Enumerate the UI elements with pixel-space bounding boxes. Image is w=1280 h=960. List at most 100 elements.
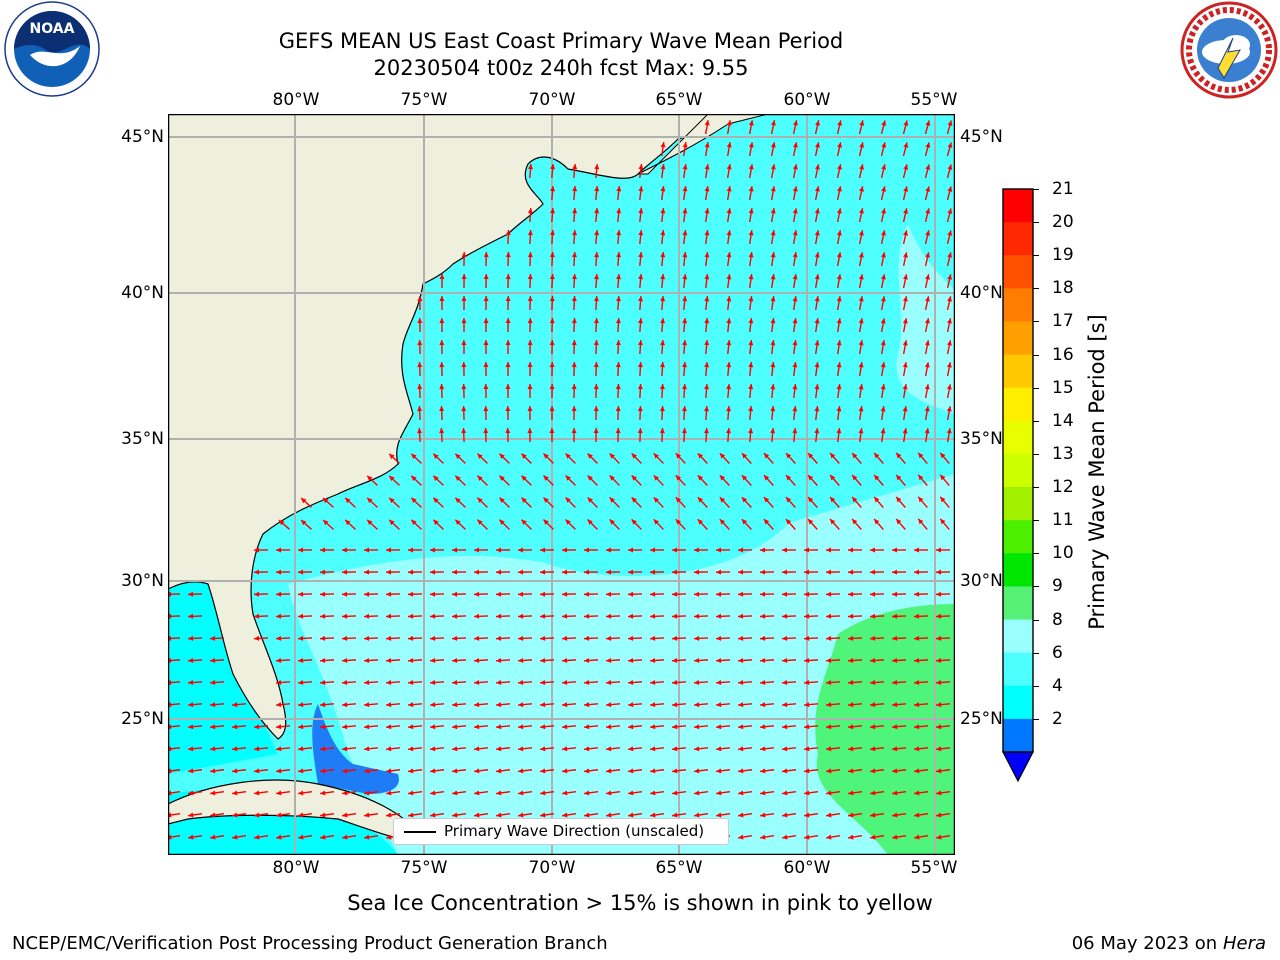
- wave-arrow-head: [694, 547, 700, 553]
- wave-arrow-head: [298, 613, 304, 619]
- wave-arrow-head: [587, 497, 593, 503]
- wave-arrow-head: [518, 591, 524, 597]
- wave-arrow-head: [653, 519, 659, 525]
- wave-arrow-head: [461, 406, 467, 412]
- wave-arrow-head: [276, 591, 282, 597]
- wave-arrow-head: [650, 724, 656, 730]
- wave-arrow-head: [298, 547, 304, 553]
- wave-arrow-head: [659, 362, 665, 368]
- wave-arrow-head: [697, 475, 704, 481]
- wave-arrow-head: [565, 497, 571, 503]
- wave-arrow-head: [606, 724, 612, 730]
- wave-arrow-head: [760, 724, 766, 730]
- colorbar-tick-mark: [1033, 652, 1039, 654]
- noaa-logo-icon: NOAA: [4, 1, 100, 97]
- wave-arrow-head: [848, 613, 854, 619]
- wave-arrow-head: [782, 680, 788, 686]
- wave-arrow-head: [858, 428, 864, 434]
- wave-arrow-head: [276, 746, 282, 752]
- wave-arrow-head: [606, 591, 612, 597]
- wave-arrow-head: [804, 812, 810, 818]
- wave-arrow-head: [474, 657, 480, 663]
- wave-arrow-head: [814, 186, 820, 192]
- wave-arrow-head: [562, 635, 568, 641]
- wave-arrow-head: [902, 318, 908, 324]
- wave-arrow-head: [540, 613, 546, 619]
- wave-arrow-head: [342, 591, 348, 597]
- wave-arrow-head: [726, 186, 732, 192]
- wave-arrow-head: [571, 428, 577, 434]
- wave-arrow-head: [918, 474, 924, 481]
- wave-arrow-head: [638, 318, 644, 324]
- colorbar-cell: [1003, 619, 1033, 654]
- wave-arrow-head: [870, 812, 876, 818]
- wave-arrow-head: [499, 519, 505, 525]
- wave-arrow-head: [496, 790, 502, 796]
- wave-arrow-head: [188, 746, 194, 752]
- wave-arrow-head: [738, 834, 744, 840]
- wave-arrow-head: [726, 252, 732, 258]
- wave-arrow-head: [770, 164, 776, 170]
- wave-arrow-head: [826, 547, 832, 553]
- wave-arrow-head: [606, 702, 612, 708]
- wave-arrow-head: [716, 768, 722, 774]
- wave-arrow-head: [417, 406, 423, 412]
- wave-arrow-head: [411, 497, 417, 504]
- wave-arrow-head: [628, 790, 634, 796]
- colorbar-cell: [1003, 553, 1033, 587]
- wave-arrow-head: [704, 406, 710, 412]
- colorbar-cell: [1003, 255, 1033, 289]
- wave-arrow-head: [483, 252, 489, 258]
- wave-arrow-head: [276, 812, 282, 818]
- wave-arrow-head: [660, 230, 666, 236]
- wave-arrow-head: [672, 768, 678, 774]
- wave-arrow-head: [672, 724, 678, 730]
- wave-arrow-head: [936, 657, 942, 663]
- wave-arrow-head: [870, 702, 876, 708]
- wave-arrow-head: [874, 518, 880, 525]
- wave-arrow-head: [518, 657, 524, 663]
- wave-arrow-head: [543, 453, 549, 459]
- wave-arrow-head: [694, 812, 700, 818]
- wave-arrow-head: [606, 812, 612, 818]
- wave-arrow-head: [770, 318, 776, 324]
- wave-arrow-head: [716, 790, 722, 796]
- wave-arrow-head: [584, 569, 590, 575]
- wave-arrow-head: [606, 657, 612, 663]
- colorbar-tick-label: 6: [1052, 642, 1063, 663]
- wave-arrow-head: [550, 164, 556, 170]
- wave-arrow-head: [814, 384, 820, 390]
- wave-arrow-head: [254, 834, 260, 840]
- wave-arrow-head: [660, 208, 666, 214]
- wave-arrow-head: [672, 790, 678, 796]
- wave-arrow-head: [364, 635, 370, 641]
- wave-arrow-head: [527, 230, 533, 236]
- wave-arrow-head: [439, 362, 445, 368]
- wave-arrow-head: [549, 384, 555, 390]
- period-4-6-gulf: [168, 574, 278, 774]
- wave-arrow-head: [276, 768, 282, 774]
- wave-arrow-head: [430, 790, 436, 796]
- wave-arrow-head: [320, 834, 326, 840]
- wave-arrow-head: [726, 406, 732, 412]
- footer-machine: Hera: [1222, 933, 1266, 954]
- wave-arrow-head: [584, 657, 590, 663]
- wave-arrow-head: [637, 340, 643, 346]
- wave-arrow-head: [543, 497, 549, 503]
- wave-arrow-head: [726, 296, 732, 302]
- colorbar-cell: [1003, 586, 1033, 621]
- wave-arrow-head: [682, 340, 688, 346]
- wave-arrow-head: [483, 362, 489, 368]
- wave-arrow-head: [298, 768, 304, 774]
- wave-arrow-head: [826, 702, 832, 708]
- wave-arrow-head: [870, 834, 876, 840]
- wave-arrow-head: [637, 428, 643, 434]
- wave-arrow-head: [748, 274, 754, 280]
- wave-arrow-head: [540, 657, 546, 663]
- wave-arrow-head: [792, 384, 798, 390]
- wave-arrow-head: [474, 724, 480, 730]
- wave-arrow-head: [770, 274, 776, 280]
- colorbar-cell: [1003, 685, 1033, 720]
- wave-arrow-head: [188, 790, 194, 796]
- wave-arrow-head: [606, 768, 612, 774]
